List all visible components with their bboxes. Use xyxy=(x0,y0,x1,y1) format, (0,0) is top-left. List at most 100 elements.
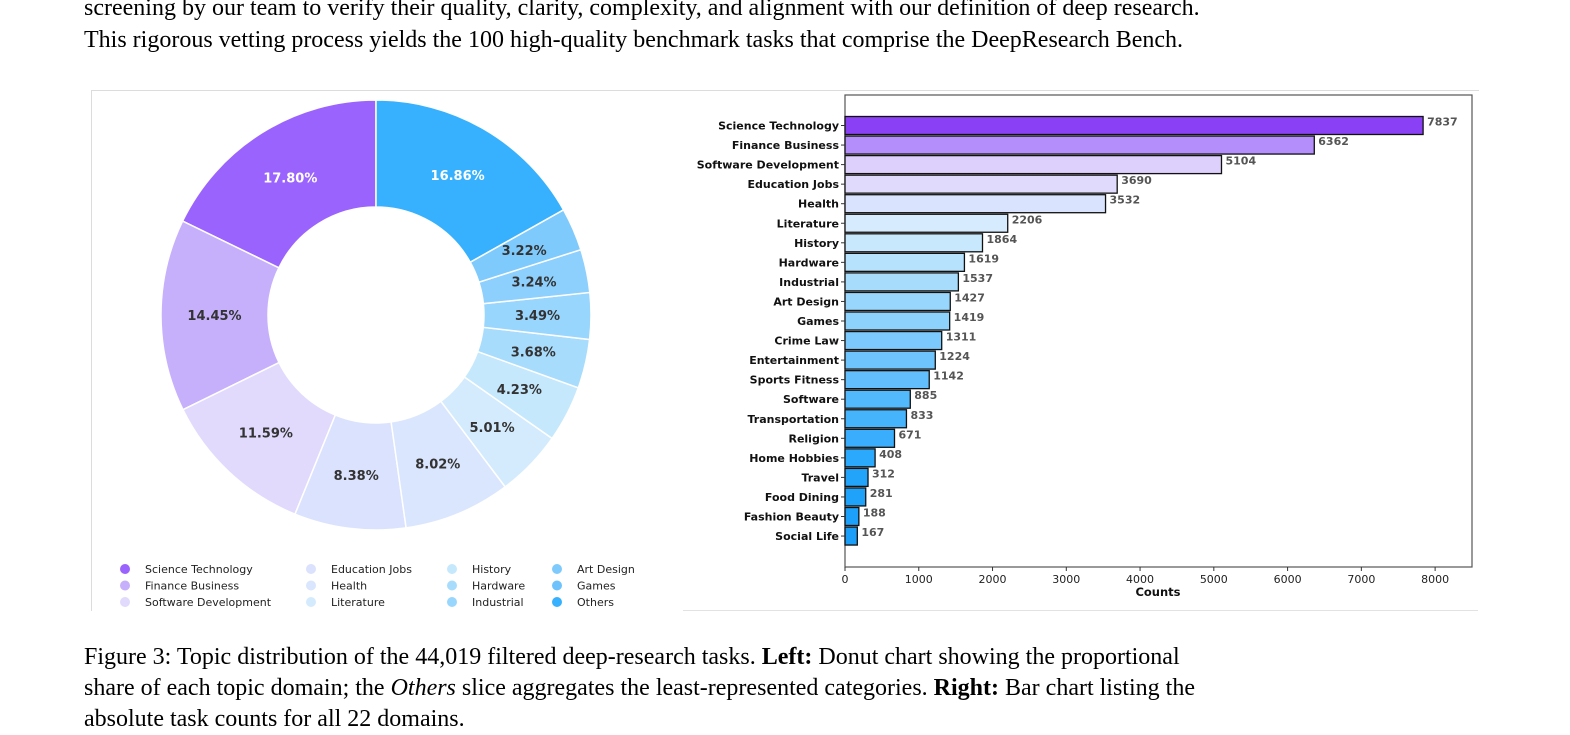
bar-x-axis: 0 1000 2000 3000 4000 5000 6000 7000 8000 xyxy=(842,567,1449,586)
bar-value-label: 3532 xyxy=(1110,194,1141,207)
bar-category-label: Travel xyxy=(801,471,839,484)
legend-marker xyxy=(447,597,457,607)
bar-series xyxy=(844,115,1424,546)
legend-marker xyxy=(306,580,316,591)
bar-x-axis-label: Counts xyxy=(1135,585,1180,599)
bar-value-label: 281 xyxy=(870,487,893,500)
bar-science-technology xyxy=(844,115,1424,136)
donut-slice-others xyxy=(375,99,565,264)
bar-category-labels: Science Technology Finance Business Softwa… xyxy=(697,120,845,543)
legend-item-health: Health xyxy=(331,580,367,593)
bar-value-label: 885 xyxy=(914,389,937,402)
bar-category-label: Sports Fitness xyxy=(750,374,840,387)
bar-value-label: 188 xyxy=(863,507,886,520)
donut-slice-label: 16.86% xyxy=(431,169,485,184)
bar-category-label: Software xyxy=(783,393,839,406)
panel-divider xyxy=(683,610,1478,611)
caption-text: Bar chart listing the xyxy=(1005,675,1195,701)
bar-software xyxy=(844,389,911,409)
bar-value-label: 1224 xyxy=(939,350,970,363)
bar-value-label: 1142 xyxy=(933,370,964,383)
bar-value-label: 833 xyxy=(910,409,933,422)
bar-category-label: Health xyxy=(798,198,839,211)
bar-religion xyxy=(844,428,896,448)
bar-sports-fitness xyxy=(844,369,930,390)
legend-item-software-development: Software Development xyxy=(145,596,272,609)
bar-art-design xyxy=(844,291,951,312)
bar-fashion-beauty xyxy=(844,506,860,527)
bar-value-label: 3690 xyxy=(1121,174,1152,187)
legend-item-literature: Literature xyxy=(331,596,385,609)
bar-x-tick-label: 7000 xyxy=(1347,573,1375,586)
bar-travel xyxy=(844,467,869,488)
bar-value-label: 312 xyxy=(872,467,895,480)
donut-slice-label: 4.23% xyxy=(497,383,542,398)
legend-marker xyxy=(306,564,316,574)
legend-marker xyxy=(120,564,130,574)
bar-finance-business xyxy=(844,135,1315,155)
bar-category-label: Games xyxy=(797,315,839,328)
bar-x-tick-label: 5000 xyxy=(1200,573,1228,586)
legend-marker xyxy=(552,597,562,607)
bar-x-tick-label: 3000 xyxy=(1052,573,1080,586)
bar-industrial xyxy=(844,272,960,292)
bar-literature xyxy=(844,213,1009,233)
donut-slice-labels: 17.80% 14.45% 11.59% 8.38% 8.02% 5.01% 4.23% 3.… xyxy=(187,169,560,484)
bar-home-hobbies xyxy=(844,448,876,468)
donut-slice-label: 5.01% xyxy=(470,421,515,436)
legend-marker xyxy=(120,580,130,591)
donut-chart: 17.80% 14.45% 11.59% 8.38% 8.02% 5.01% 4.23% 3.… xyxy=(120,99,635,609)
bar-x-tick-label: 1000 xyxy=(905,573,933,586)
body-paragraph-line-1: screening by our team to verify their qu… xyxy=(84,0,1200,21)
legend-marker xyxy=(120,597,130,607)
legend-marker xyxy=(447,564,457,574)
figure-caption-line-2: share of each topic domain; the Others s… xyxy=(84,673,1504,704)
bar-category-label: Industrial xyxy=(779,276,839,289)
bar-category-label: Crime Law xyxy=(774,335,839,348)
bar-x-tick-label: 2000 xyxy=(979,573,1007,586)
legend-item-history: History xyxy=(472,563,512,576)
bar-value-label: 1537 xyxy=(962,272,993,285)
bar-value-label: 2206 xyxy=(1012,213,1043,226)
legend-marker xyxy=(306,597,316,607)
body-paragraph-line-2: This rigorous vetting process yields the… xyxy=(84,27,1184,53)
bar-food-dining xyxy=(844,487,867,507)
legend-marker xyxy=(447,580,457,591)
bar-x-tick-label: 8000 xyxy=(1421,573,1449,586)
bar-category-label: Science Technology xyxy=(718,120,839,133)
bar-category-label: Entertainment xyxy=(749,354,839,367)
bar-entertainment xyxy=(844,350,936,370)
bar-value-label: 408 xyxy=(879,448,902,461)
legend-item-science-technology: Science Technology xyxy=(145,563,253,576)
caption-others-word: Others xyxy=(390,675,456,701)
donut-slice-label: 14.45% xyxy=(187,309,241,324)
bar-category-label: Finance Business xyxy=(732,139,840,152)
caption-text: slice aggregates the least-represented c… xyxy=(461,675,928,701)
bar-category-label: Hardware xyxy=(779,256,839,269)
donut-slice-label: 17.80% xyxy=(263,172,317,187)
bar-value-label: 5104 xyxy=(1225,155,1256,168)
bar-health xyxy=(844,194,1107,214)
bar-category-label: Social Life xyxy=(775,530,839,543)
bar-value-label: 167 xyxy=(861,526,884,539)
legend-marker xyxy=(552,564,562,574)
donut-slices xyxy=(160,99,592,531)
caption-text: Donut chart showing the proportional xyxy=(818,644,1180,670)
donut-slice-label: 3.49% xyxy=(515,309,560,324)
bar-value-label: 1864 xyxy=(986,233,1017,246)
donut-slice-science-technology xyxy=(181,99,377,269)
bar-chart: Science Technology Finance Business Softwa… xyxy=(697,94,1473,599)
bar-category-label: Religion xyxy=(788,432,839,445)
caption-right-label: Right: xyxy=(933,675,1000,701)
donut-slice-label: 8.02% xyxy=(415,458,460,473)
legend-item-art-design: Art Design xyxy=(577,563,635,576)
legend-item-education-jobs: Education Jobs xyxy=(331,563,412,576)
caption-left-label: Left: xyxy=(761,644,813,670)
bar-value-label: 1311 xyxy=(946,331,977,344)
donut-slice-label: 11.59% xyxy=(239,427,293,442)
bar-history xyxy=(844,233,984,253)
bar-value-label: 7837 xyxy=(1427,116,1458,129)
figure-frame xyxy=(91,90,1479,611)
bar-crime-law xyxy=(844,330,943,351)
legend-item-others: Others xyxy=(577,596,614,609)
